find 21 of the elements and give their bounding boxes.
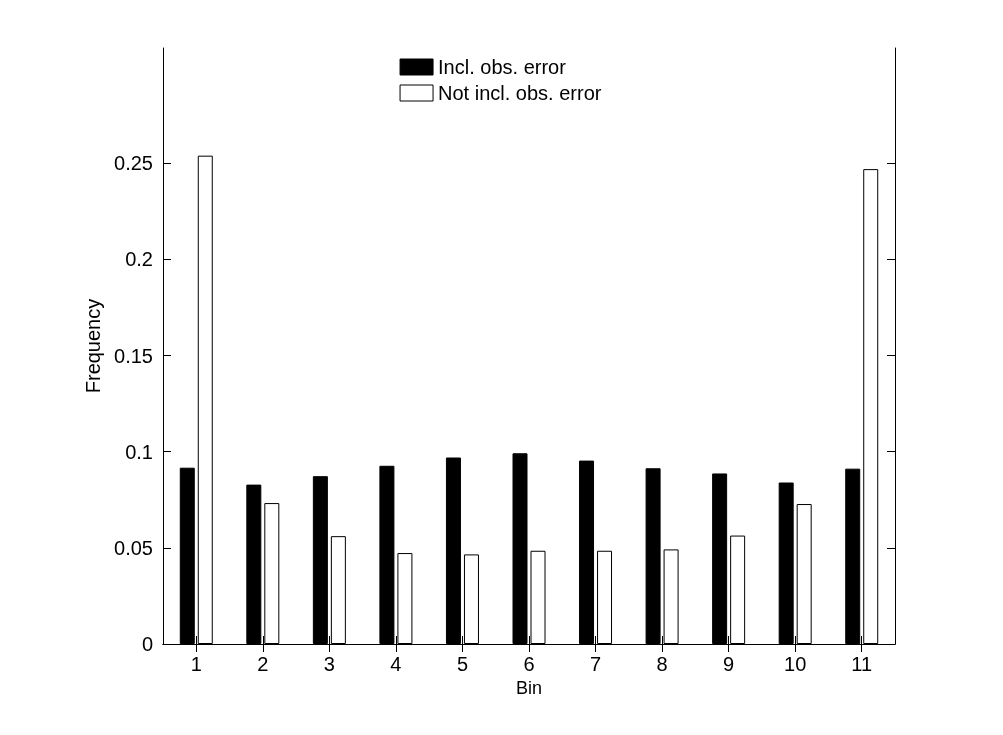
y-tick-label: 0.1 — [125, 440, 153, 463]
x-tick-label: 11 — [851, 653, 873, 675]
x-axis-title: Bin — [515, 677, 543, 698]
x-tick-label: 9 — [723, 653, 735, 675]
y-axis-title: Frequency — [82, 298, 105, 394]
x-tick-label: 6 — [523, 653, 535, 675]
y-tick-label: 0.25 — [114, 152, 153, 175]
x-tick-label: 3 — [323, 653, 335, 675]
legend-label: Incl. obs. error — [438, 56, 567, 78]
y-tick-label: 0 — [141, 633, 153, 655]
x-tick-label: 10 — [784, 653, 807, 675]
x-tick-label: 8 — [656, 653, 668, 675]
legend-label: Not incl. obs. error — [438, 82, 602, 104]
y-tick-label: 0.05 — [114, 536, 153, 559]
x-tick-label: 4 — [390, 653, 402, 675]
x-tick-label: 2 — [257, 653, 269, 675]
x-tick-label: 1 — [190, 653, 202, 675]
x-tick-label: 7 — [589, 653, 602, 675]
x-tick-label: 5 — [456, 653, 469, 675]
y-tick-label: 0.2 — [125, 248, 153, 271]
y-tick-label: 0.15 — [114, 344, 153, 367]
